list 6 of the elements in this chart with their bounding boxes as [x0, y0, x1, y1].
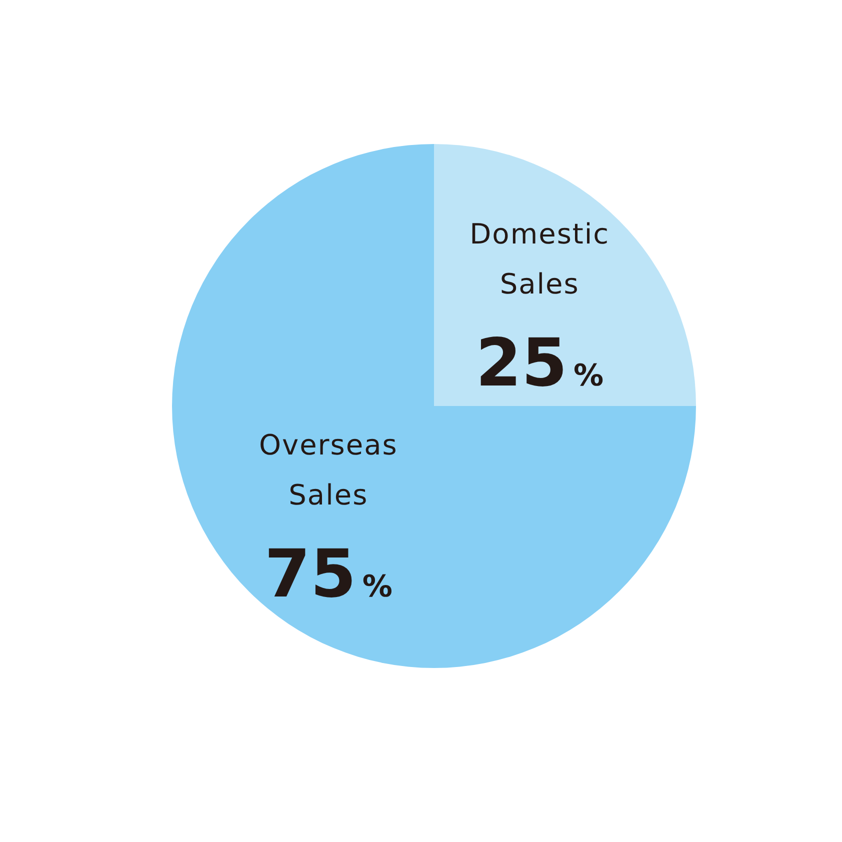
- data-label: 75%: [264, 536, 392, 613]
- slice-label: Domestic Sales: [470, 217, 610, 300]
- slice-label: Overseas Sales: [258, 428, 398, 512]
- pie-slice: [434, 144, 696, 406]
- pie-slice: [172, 144, 696, 668]
- data-label: 25%: [476, 324, 604, 402]
